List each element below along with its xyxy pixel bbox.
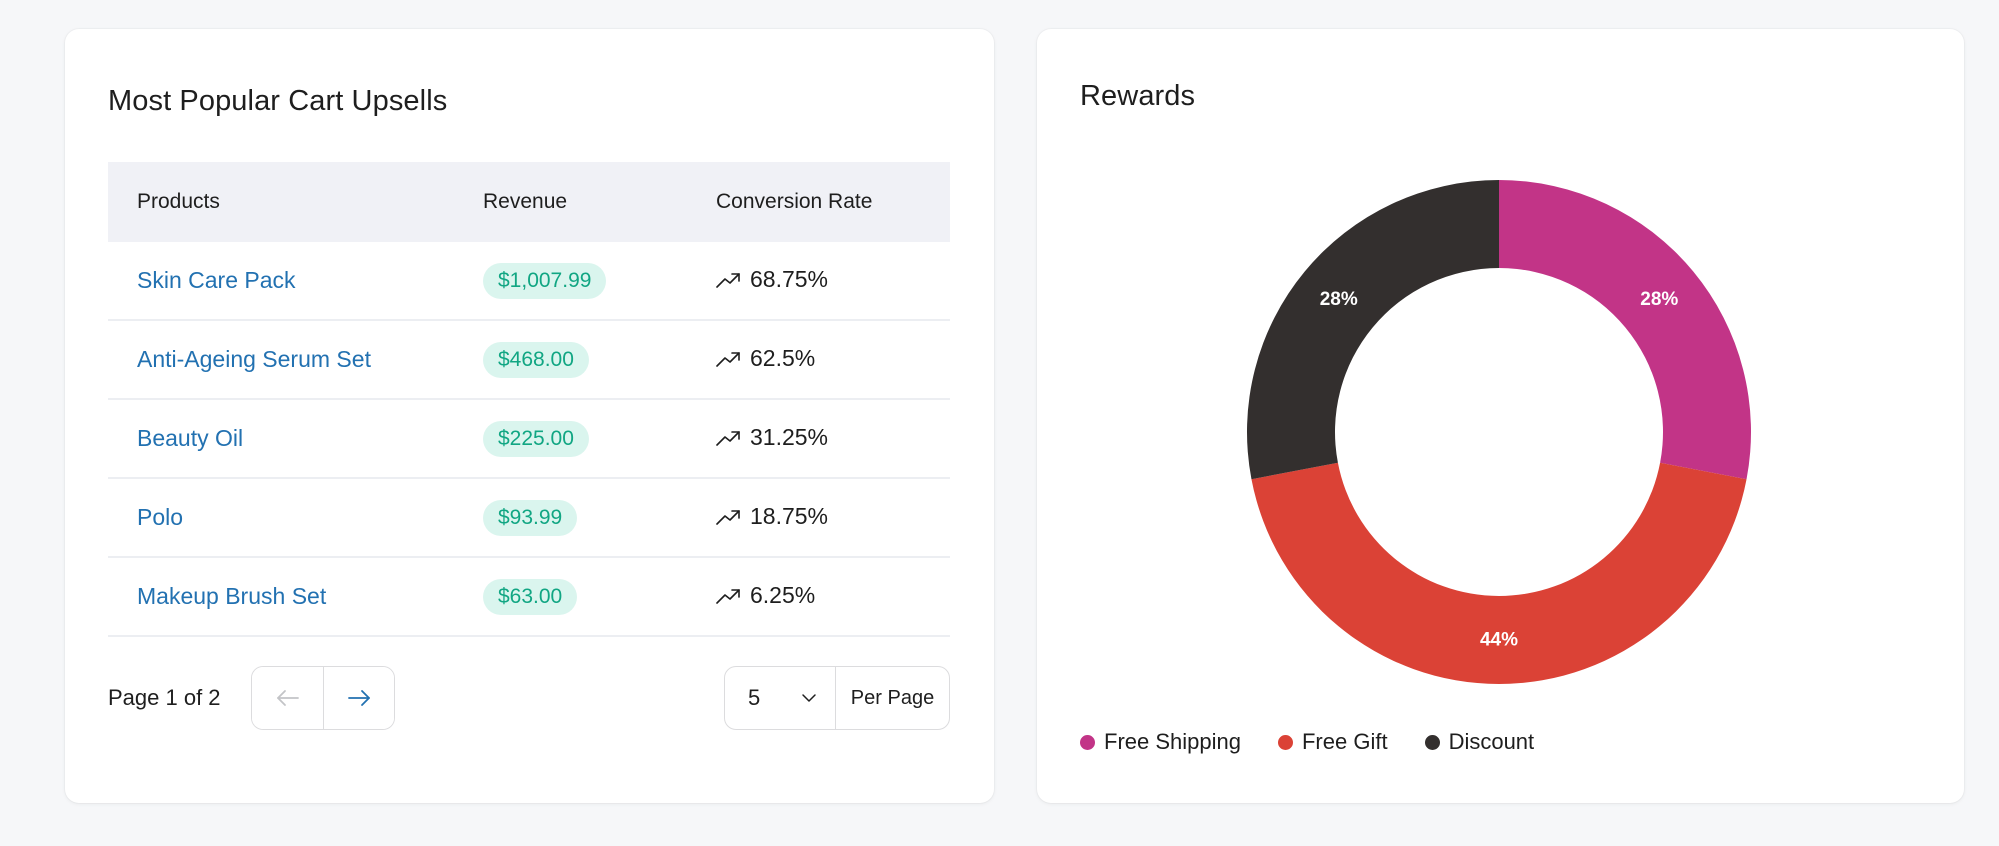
- slice-free-shipping[interactable]: [1499, 180, 1751, 480]
- upsells-card: Most Popular Cart Upsells Products Reven…: [65, 29, 994, 803]
- column-header-conversion-rate: Conversion Rate: [716, 190, 873, 213]
- revenue-badge: $468.00: [483, 341, 589, 378]
- legend-dot: [1277, 734, 1293, 750]
- trending-up-icon: [716, 430, 740, 446]
- legend-dot: [1080, 734, 1095, 750]
- rewards-title: Rewards: [1080, 80, 1196, 112]
- page-indicator: Page 1 of 2: [108, 685, 221, 710]
- column-header-revenue: Revenue: [483, 190, 568, 213]
- column-header-products: Products: [137, 190, 220, 213]
- per-page-select[interactable]: 5: [725, 667, 835, 729]
- legend-label: Free Shipping: [1104, 729, 1241, 754]
- trending-up-icon: [716, 509, 740, 525]
- page-nav: [251, 666, 395, 730]
- revenue-badge: $93.99: [483, 499, 578, 536]
- legend-item-discount[interactable]: Discount: [1424, 729, 1535, 755]
- conversion-rate-value: 31.25%: [750, 424, 829, 451]
- rewards-donut-chart: 28% 44% 28%: [1247, 180, 1751, 685]
- legend-dot: [1424, 734, 1440, 750]
- slice-label-free-shipping: 28%: [1640, 289, 1678, 310]
- revenue-badge: $63.00: [483, 578, 578, 615]
- legend-label: Discount: [1448, 729, 1535, 754]
- next-page-button[interactable]: [323, 667, 394, 729]
- slice-free-gift[interactable]: [1251, 462, 1747, 685]
- chevron-down-icon: [802, 694, 816, 702]
- pagination: Page 1 of 2 5 Per Page: [108, 666, 950, 730]
- product-link[interactable]: Anti-Ageing Serum Set: [137, 346, 371, 372]
- product-link[interactable]: Skin Care Pack: [137, 267, 296, 293]
- slice-discount[interactable]: [1247, 180, 1499, 480]
- conversion-rate-value: 6.25%: [750, 582, 816, 609]
- per-page-label: Per Page: [835, 667, 949, 729]
- legend-label: Free Gift: [1301, 729, 1388, 754]
- table-row: Beauty Oil $225.00 31.25%: [108, 400, 950, 479]
- revenue-badge: $1,007.99: [483, 262, 607, 299]
- conversion-rate-value: 68.75%: [750, 266, 829, 293]
- table-row: Anti-Ageing Serum Set $468.00 62.5%: [108, 321, 950, 400]
- product-link[interactable]: Beauty Oil: [137, 425, 244, 451]
- table-row: Makeup Brush Set $63.00 6.25%: [108, 558, 950, 637]
- trending-up-icon: [716, 351, 740, 367]
- slice-label-discount: 28%: [1320, 289, 1358, 310]
- conversion-rate-value: 62.5%: [750, 345, 816, 372]
- conversion-rate-value: 18.75%: [750, 503, 829, 530]
- trending-up-icon: [716, 588, 740, 604]
- arrow-left-icon: [276, 690, 299, 706]
- per-page-value: 5: [748, 685, 761, 710]
- revenue-badge: $225.00: [483, 420, 589, 457]
- upsells-title: Most Popular Cart Upsells: [108, 85, 448, 117]
- upsells-table: Products Revenue Conversion Rate Skin Ca…: [108, 162, 950, 637]
- legend-item-free-shipping[interactable]: Free Shipping: [1080, 729, 1241, 755]
- previous-page-button[interactable]: [252, 667, 323, 729]
- product-link[interactable]: Makeup Brush Set: [137, 583, 327, 609]
- table-row: Skin Care Pack $1,007.99 68.75%: [108, 242, 950, 321]
- chart-legend: Free Shipping Free Gift Discount: [1080, 729, 1571, 755]
- rewards-card: Rewards 28% 44% 28% Free Shipping Free Gift…: [1037, 29, 1964, 803]
- per-page-control: 5 Per Page: [724, 666, 950, 730]
- product-link[interactable]: Polo: [137, 504, 184, 530]
- slice-label-free-gift: 44%: [1480, 630, 1518, 651]
- legend-item-free-gift[interactable]: Free Gift: [1277, 729, 1388, 755]
- table-header: Products Revenue Conversion Rate: [108, 162, 950, 242]
- trending-up-icon: [716, 272, 740, 288]
- arrow-right-icon: [348, 690, 370, 706]
- table-row: Polo $93.99 18.75%: [108, 479, 950, 558]
